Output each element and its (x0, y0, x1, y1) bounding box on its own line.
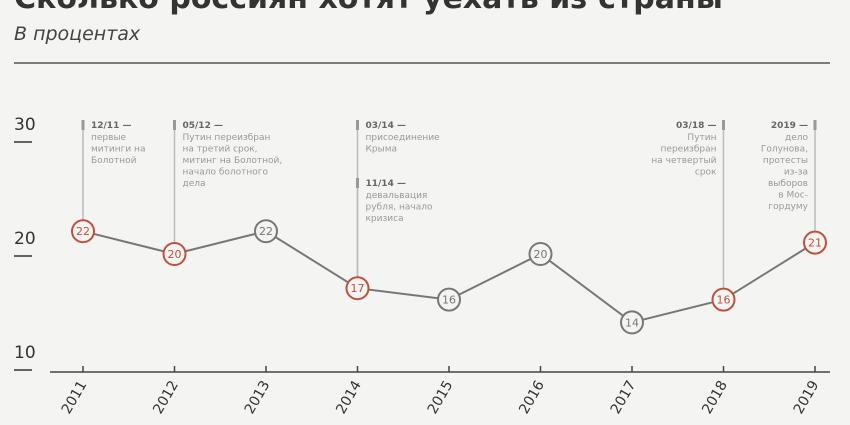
x-tick-label: 2015 (425, 378, 457, 417)
annotation-date: 05/12 — (183, 121, 223, 131)
annotation-cap (173, 120, 176, 130)
annotation-text: начало болотного (183, 168, 269, 178)
value-label: 22 (259, 225, 273, 238)
annotation-text: из-за (784, 168, 808, 178)
annotation-text: на третий срок, (183, 145, 258, 155)
annotation-text: дело (785, 133, 809, 143)
annotation-text: в Мос- (778, 191, 808, 201)
annotation-text: Путин переизбран (183, 133, 271, 143)
annotation-text: первые (91, 133, 127, 143)
annotation-date: 12/11 — (91, 121, 131, 131)
data-point (528, 242, 553, 266)
annotation-text: на четвертый (651, 156, 716, 166)
x-tick-label: 2013 (242, 378, 274, 417)
value-label: 21 (808, 237, 822, 250)
annotation-cap (356, 120, 359, 130)
annotation-text: переизбран (661, 145, 717, 155)
value-label: 16 (442, 294, 456, 307)
data-point (620, 310, 644, 335)
annotation-date: 03/18 — (676, 121, 716, 131)
annotation-date: 11/14 — (366, 179, 406, 189)
annotation-text: дела (183, 179, 206, 189)
y-tick-label: 10 (14, 343, 36, 363)
annotation-cap (813, 120, 817, 130)
chart-title: Сколько россиян хотят уехать из страны (14, 0, 723, 16)
y-tick-label: 20 (14, 229, 36, 249)
annotation-text: Голунова, (761, 145, 808, 155)
annotation-cap (356, 178, 359, 188)
x-tick-label: 2018 (699, 378, 731, 417)
data-point (345, 276, 370, 301)
annotation-cap (81, 120, 85, 130)
annotation-text: Путин (687, 133, 716, 143)
annotation-date: 2019 — (771, 121, 808, 131)
annotation-text: девальвация (366, 191, 428, 201)
annotation-text: Болотной (91, 156, 137, 166)
y-tick-label: 30 (14, 115, 36, 135)
annotation-text: рубля, начало (366, 203, 433, 213)
x-tick-label: 2019 (791, 378, 823, 417)
annotation-text: выборов (768, 179, 808, 189)
value-label: 14 (625, 316, 639, 329)
annotation-date: 03/14 — (366, 121, 406, 131)
value-label: 20 (534, 248, 548, 261)
value-label: 17 (351, 282, 365, 295)
x-tick-label: 2016 (516, 378, 548, 417)
data-point (162, 242, 187, 266)
x-tick-label: 2014 (333, 378, 365, 417)
annotation-text: митинги на (91, 145, 145, 155)
annotation-text: Крыма (366, 145, 398, 155)
x-tick-label: 2011 (59, 378, 91, 417)
data-point (71, 219, 95, 244)
annotation-text: гордуму (768, 202, 808, 212)
value-label: 22 (76, 225, 90, 238)
x-tick-label: 2012 (150, 378, 182, 417)
annotation-cap (722, 120, 725, 130)
annotation-text: кризиса (366, 214, 404, 224)
annotation-text: срок (695, 168, 717, 178)
data-point (711, 287, 736, 312)
x-tick-label: 2017 (608, 378, 640, 417)
annotation-text: протесты (763, 156, 808, 166)
value-label: 16 (717, 294, 731, 307)
annotation-text: митинг на Болотной, (183, 156, 283, 166)
value-label: 20 (168, 248, 182, 261)
data-point (254, 219, 278, 244)
annotation-text: присоединение (366, 133, 441, 143)
data-point (803, 230, 827, 255)
data-point (437, 287, 461, 312)
chart-subtitle: В процентах (14, 23, 141, 45)
